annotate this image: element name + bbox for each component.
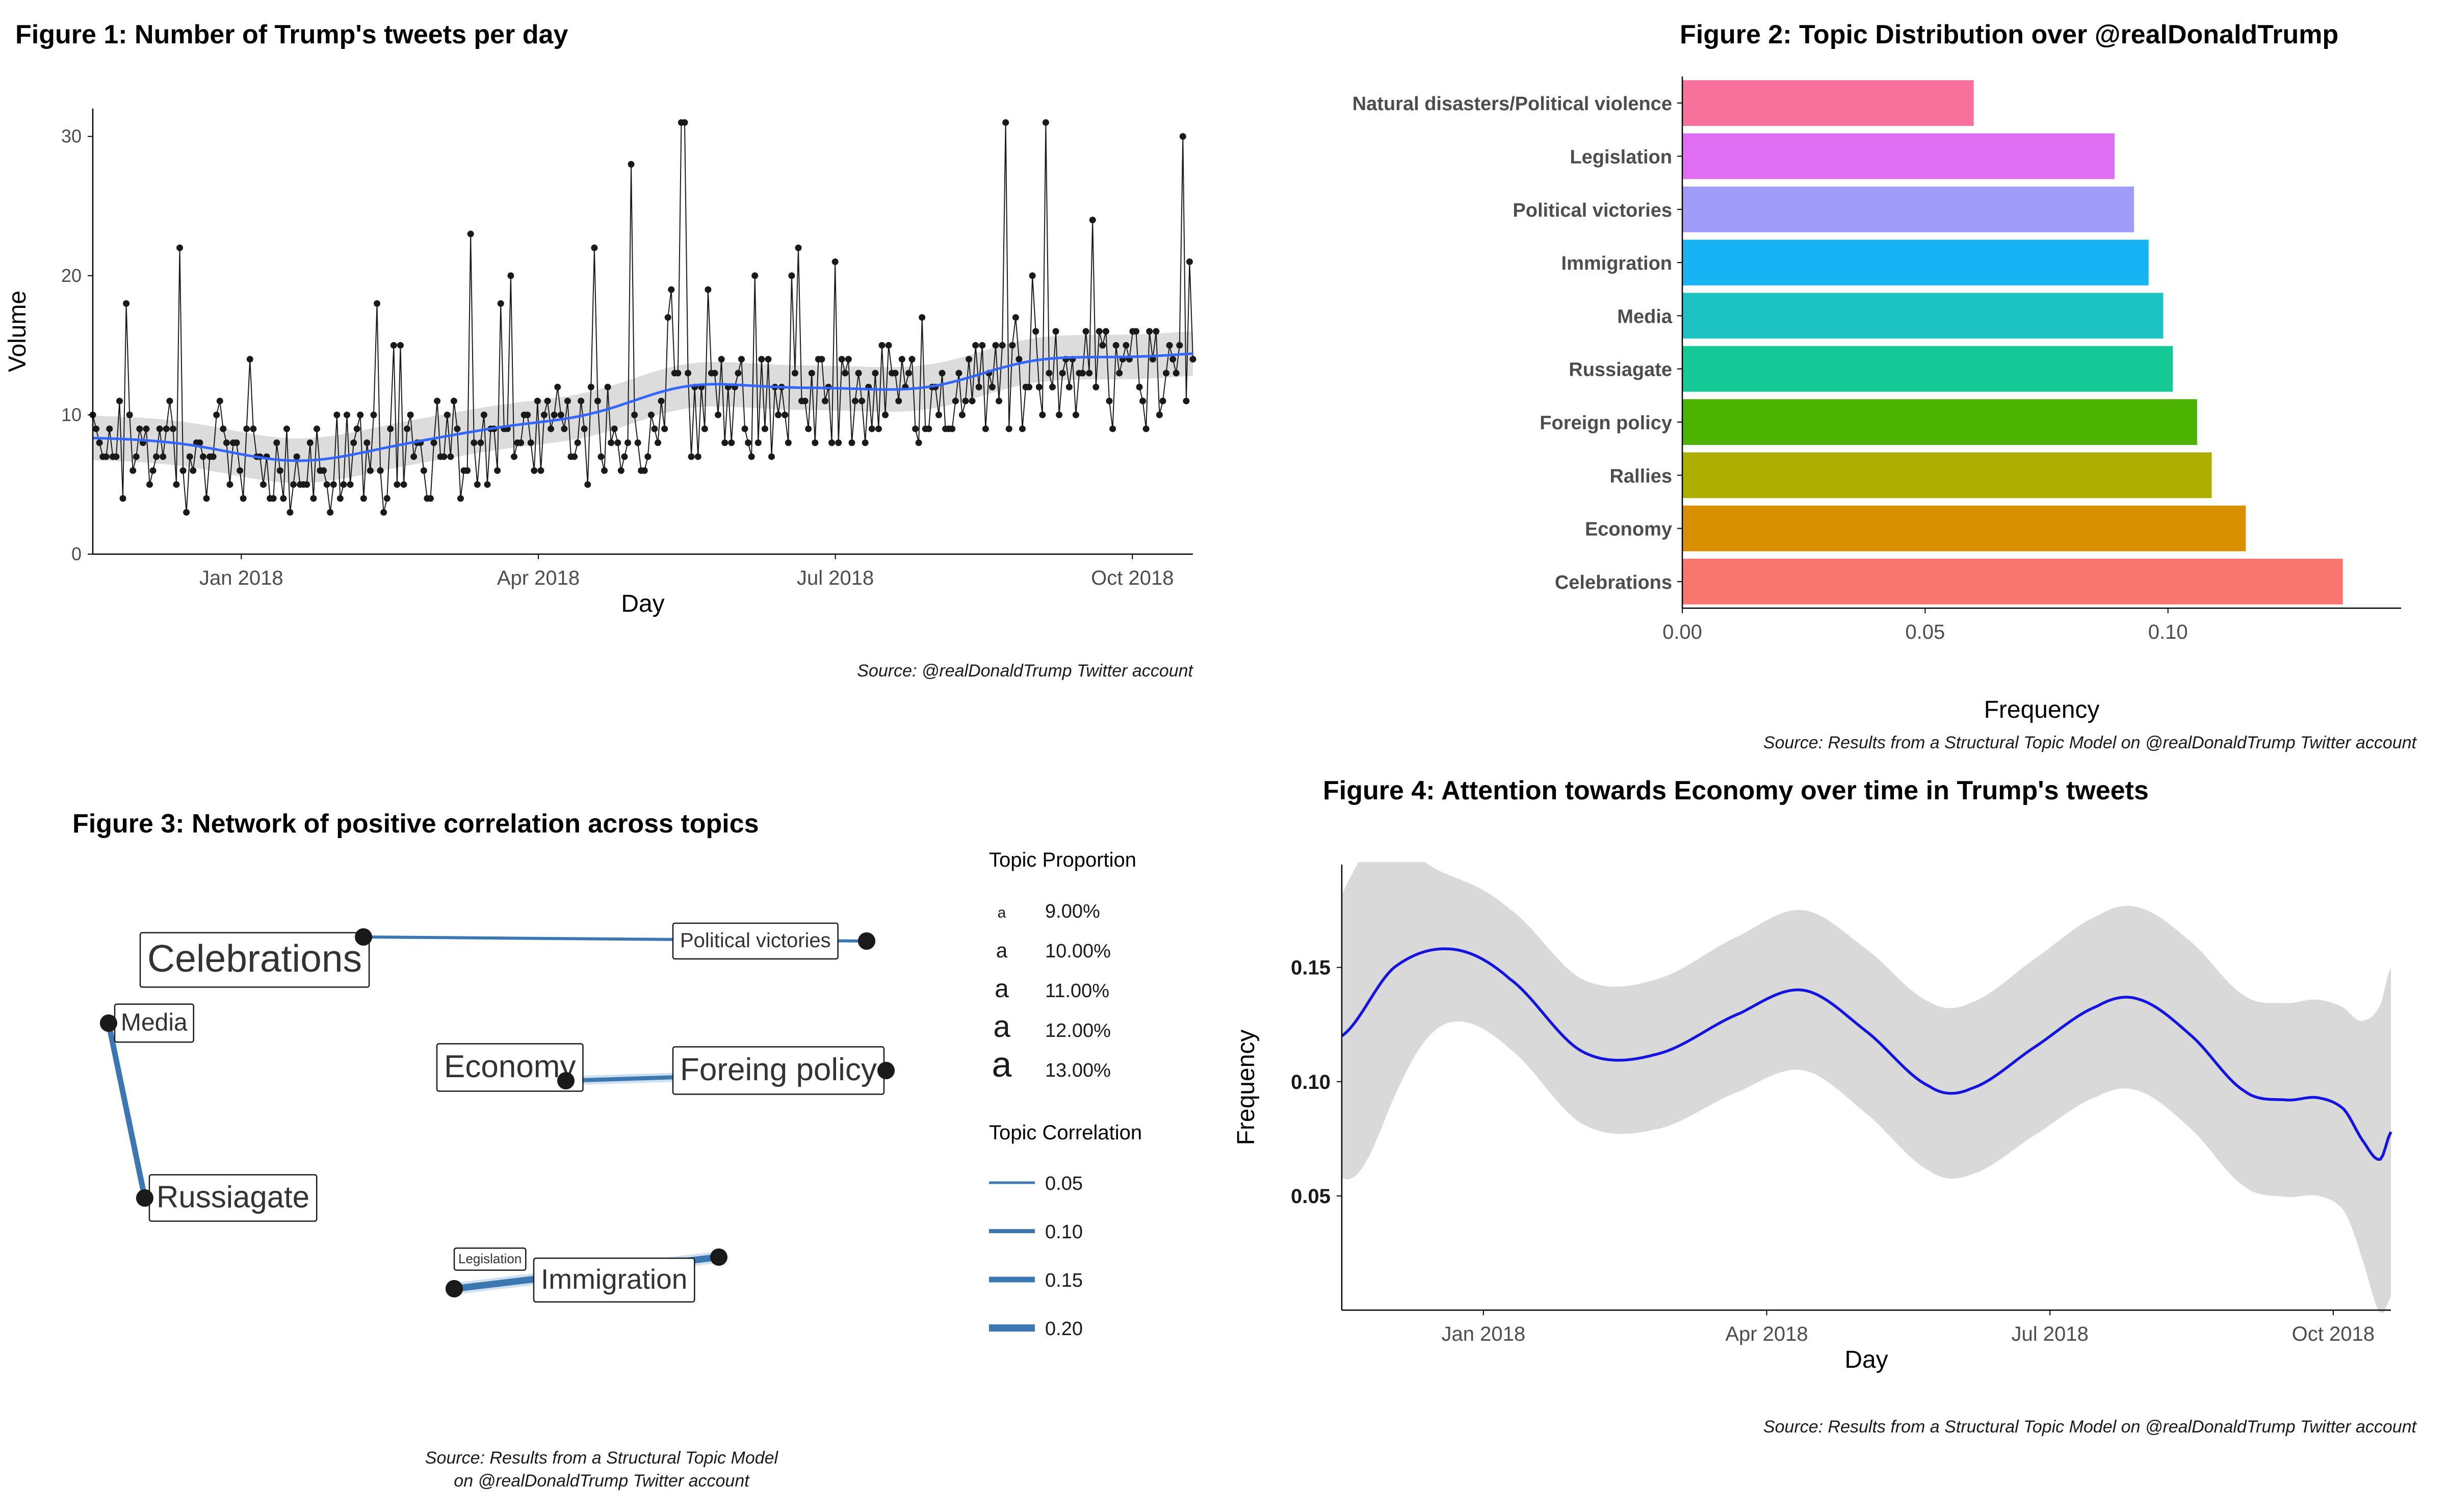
svg-text:Media: Media: [121, 1009, 188, 1036]
svg-text:Political victories: Political victories: [680, 929, 831, 952]
svg-text:0.00: 0.00: [1662, 621, 1702, 643]
svg-text:Figure 1: Number of Trump's tw: Figure 1: Number of Trump's tweets per d…: [15, 20, 568, 49]
svg-text:Immigration: Immigration: [541, 1263, 687, 1295]
svg-text:Celebrations: Celebrations: [1555, 572, 1672, 593]
svg-text:Celebrations: Celebrations: [147, 937, 362, 980]
svg-text:0.15: 0.15: [1291, 957, 1331, 979]
svg-text:Oct 2018: Oct 2018: [2292, 1323, 2375, 1345]
svg-text:Figure 3: Network of positive: Figure 3: Network of positive correlatio…: [72, 809, 759, 839]
svg-text:Day: Day: [1844, 1346, 1888, 1373]
svg-text:30: 30: [61, 126, 82, 147]
svg-text:Source: @realDonaldTrump Twitt: Source: @realDonaldTrump Twitter account: [857, 661, 1193, 681]
svg-text:Jul 2018: Jul 2018: [797, 567, 874, 589]
svg-text:Economy: Economy: [444, 1049, 576, 1084]
svg-text:Foreing policy: Foreing policy: [680, 1052, 877, 1087]
svg-text:0.10: 0.10: [1291, 1071, 1331, 1093]
svg-text:Foreign policy: Foreign policy: [1540, 412, 1672, 434]
svg-text:10: 10: [61, 404, 82, 425]
svg-text:Media: Media: [1617, 306, 1673, 327]
svg-text:Source: Results from a Structu: Source: Results from a Structural Topic …: [1763, 1417, 2417, 1437]
svg-text:Legislation: Legislation: [1570, 146, 1672, 168]
svg-text:Economy: Economy: [1585, 519, 1672, 540]
svg-text:Political victories: Political victories: [1513, 200, 1672, 221]
svg-text:Immigration: Immigration: [1561, 253, 1672, 274]
svg-text:Russiagate: Russiagate: [1569, 359, 1672, 381]
svg-text:Frequency: Frequency: [1984, 696, 2100, 723]
svg-text:Oct 2018: Oct 2018: [1091, 567, 1174, 589]
svg-text:0.10: 0.10: [2148, 621, 2188, 643]
svg-text:20: 20: [61, 265, 82, 286]
svg-text:Jan 2018: Jan 2018: [1442, 1323, 1526, 1345]
svg-text:Source: Results from a Structu: Source: Results from a Structural Topic …: [1763, 733, 2417, 752]
svg-text:Day: Day: [621, 590, 664, 617]
svg-text:Volume: Volume: [4, 291, 31, 372]
svg-text:0.05: 0.05: [1291, 1185, 1331, 1208]
svg-text:Natural disasters/Political vi: Natural disasters/Political violence: [1352, 93, 1672, 115]
svg-text:Jan 2018: Jan 2018: [199, 567, 283, 589]
svg-text:0.05: 0.05: [1905, 621, 1945, 643]
svg-text:Apr 2018: Apr 2018: [497, 567, 580, 589]
svg-text:Figure 4: Attention towards Ec: Figure 4: Attention towards Economy over…: [1323, 776, 2149, 805]
svg-text:0: 0: [71, 543, 82, 564]
svg-text:Figure 2: Topic Distribution o: Figure 2: Topic Distribution over @realD…: [1680, 20, 2338, 49]
svg-text:Russiagate: Russiagate: [157, 1180, 309, 1214]
svg-text:Jul 2018: Jul 2018: [2012, 1323, 2089, 1345]
svg-text:Frequency: Frequency: [1233, 1030, 1260, 1145]
svg-text:Legislation: Legislation: [458, 1251, 522, 1266]
svg-text:Rallies: Rallies: [1609, 465, 1672, 487]
svg-text:Apr 2018: Apr 2018: [1725, 1323, 1808, 1345]
